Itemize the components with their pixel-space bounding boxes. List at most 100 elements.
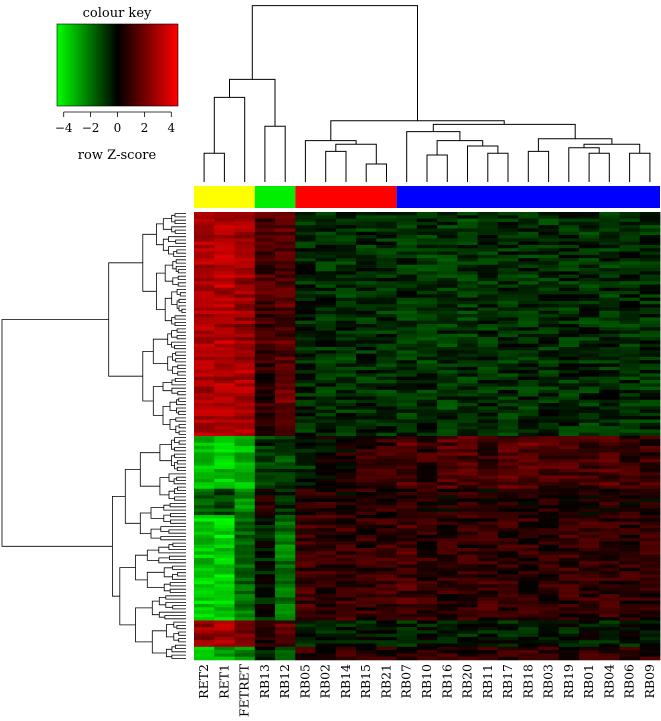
- heatmap-cell: [497, 551, 519, 555]
- heatmap-cell: [619, 590, 641, 595]
- heatmap-cell: [416, 656, 438, 661]
- heatmap-cell: [214, 636, 235, 641]
- heatmap-cell: [275, 277, 296, 282]
- heatmap-cell: [578, 274, 600, 279]
- heatmap-cell: [416, 610, 438, 615]
- heatmap-cell: [295, 274, 316, 279]
- heatmap-cell: [295, 534, 316, 539]
- heatmap-cell: [558, 231, 580, 236]
- heatmap-cell: [335, 577, 357, 582]
- heatmap-cell: [416, 231, 438, 236]
- heatmap-cell: [619, 218, 641, 223]
- heatmap-cell: [457, 406, 479, 410]
- heatmap-cell: [416, 475, 438, 480]
- heatmap-cell: [457, 347, 479, 351]
- heatmap-cell: [194, 524, 215, 529]
- heatmap-cell: [518, 584, 539, 588]
- heatmap-cell: [396, 409, 418, 414]
- heatmap-cell: [194, 478, 215, 483]
- heatmap-cell: [416, 508, 438, 513]
- heatmap-cell: [254, 297, 276, 302]
- heatmap-cell: [194, 597, 215, 601]
- heatmap-cell: [457, 373, 479, 377]
- heatmap-cell: [477, 258, 499, 262]
- heatmap-cell: [538, 291, 560, 295]
- heatmap-cell: [376, 426, 398, 430]
- heatmap-cell: [578, 442, 600, 447]
- heatmap-cell: [639, 399, 661, 404]
- heatmap-cell: [194, 488, 215, 493]
- heatmap-cell: [639, 633, 661, 638]
- heatmap-cell: [639, 324, 661, 328]
- heatmap-cell: [538, 436, 560, 440]
- heatmap-cell: [518, 412, 539, 417]
- heatmap-cell: [518, 307, 539, 312]
- heatmap-cell: [214, 445, 235, 450]
- heatmap-cell: [254, 248, 276, 252]
- heatmap-cell: [315, 409, 337, 414]
- heatmap-cell: [518, 462, 539, 466]
- heatmap-cell: [538, 640, 560, 644]
- heatmap-cell: [376, 327, 398, 331]
- heatmap-cell: [315, 412, 337, 417]
- heatmap-cell: [275, 452, 296, 457]
- colour-key-axis: −4 −2 0 2 4: [55, 111, 175, 135]
- heatmap-cell: [416, 636, 438, 641]
- heatmap-cell: [416, 225, 438, 229]
- heatmap-cell: [518, 445, 539, 450]
- heatmap-cell: [538, 212, 560, 216]
- heatmap-cell: [356, 244, 377, 249]
- heatmap-cell: [437, 389, 458, 394]
- heatmap-cell: [558, 455, 580, 460]
- heatmap-cell: [416, 215, 438, 219]
- row-dendrogram-branch: [174, 453, 186, 458]
- heatmap-cell: [335, 241, 357, 246]
- column-label: RB18: [520, 664, 535, 699]
- heatmap-cell: [194, 640, 215, 644]
- heatmap-cell: [578, 534, 600, 539]
- heatmap-cell: [214, 281, 235, 285]
- heatmap-cell: [356, 636, 377, 641]
- heatmap-cell: [214, 653, 235, 657]
- heatmap-cell: [437, 610, 458, 615]
- heatmap-cell: [457, 567, 479, 572]
- row-dendrogram-branch: [139, 452, 160, 487]
- heatmap-cell: [477, 294, 499, 298]
- heatmap-cell: [254, 261, 276, 265]
- heatmap-cell: [599, 261, 620, 265]
- heatmap-cell: [558, 528, 580, 532]
- heatmap-cell: [315, 343, 337, 348]
- heatmap-cell: [214, 274, 235, 279]
- heatmap-cell: [578, 251, 600, 256]
- heatmap-cell: [275, 554, 296, 559]
- heatmap-cell: [558, 297, 580, 302]
- heatmap-cell: [396, 327, 418, 331]
- heatmap-cell: [335, 640, 357, 644]
- heatmap-cell: [457, 485, 479, 489]
- heatmap-cell: [376, 409, 398, 414]
- heatmap-cell: [639, 337, 661, 341]
- heatmap-cell: [254, 528, 276, 532]
- heatmap-cell: [477, 340, 499, 345]
- heatmap-cell: [254, 613, 276, 618]
- heatmap-cell: [437, 317, 458, 321]
- heatmap-cell: [295, 248, 316, 252]
- heatmap-cell: [194, 300, 215, 305]
- heatmap-cell: [194, 455, 215, 460]
- heatmap-cell: [497, 307, 519, 312]
- heatmap-cell: [396, 320, 418, 325]
- heatmap-cell: [234, 449, 256, 453]
- heatmap-cell: [538, 459, 560, 463]
- heatmap-cell: [558, 524, 580, 529]
- heatmap-cell: [538, 492, 560, 496]
- heatmap-cell: [477, 356, 499, 361]
- heatmap-cell: [315, 534, 337, 539]
- heatmap-cell: [599, 643, 620, 648]
- heatmap-cell: [295, 594, 316, 598]
- heatmap-cell: [477, 541, 499, 545]
- row-dendrogram-branch: [174, 378, 186, 382]
- heatmap-cell: [437, 449, 458, 453]
- heatmap-cell: [578, 472, 600, 476]
- heatmap-cell: [416, 350, 438, 354]
- heatmap-cell: [396, 534, 418, 539]
